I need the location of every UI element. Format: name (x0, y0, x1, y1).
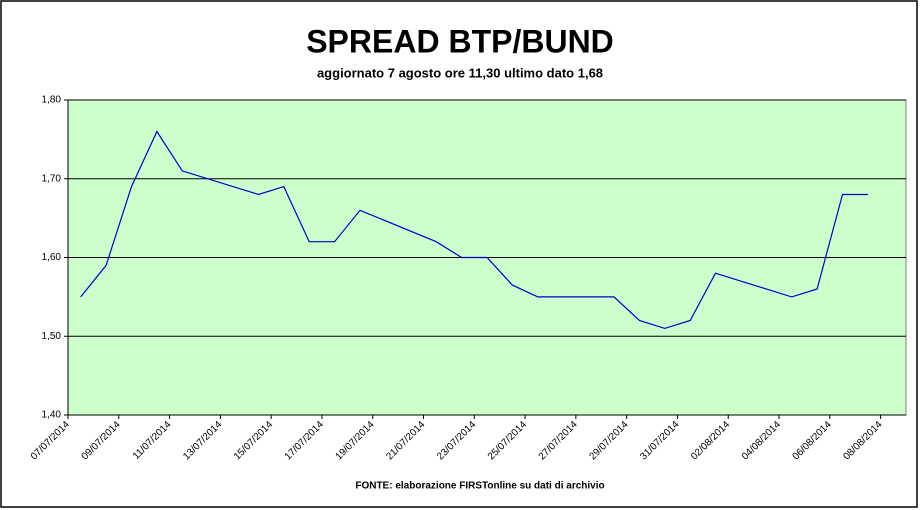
chart-title: SPREAD BTP/BUND (306, 23, 614, 59)
source-note: FONTE: elaborazione FIRSTonline su dati … (355, 481, 604, 492)
y-tick-label: 1,70 (42, 173, 62, 184)
chart-subtitle: aggiornato 7 agosto ore 11,30 ultimo dat… (317, 65, 603, 80)
y-tick-label: 1,60 (42, 252, 62, 263)
y-tick-label: 1,50 (42, 331, 62, 342)
y-tick-label: 1,40 (42, 410, 62, 421)
data-line (80, 130, 868, 330)
y-tick-label: 1,80 (42, 95, 62, 106)
